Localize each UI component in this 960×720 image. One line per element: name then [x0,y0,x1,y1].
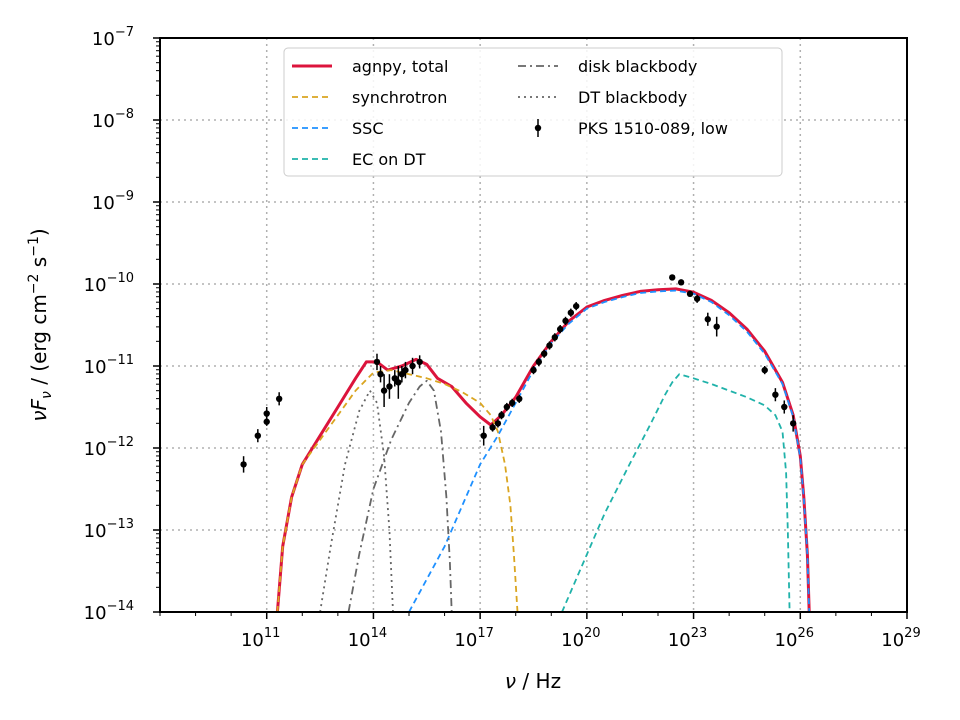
obs-point [556,325,564,333]
series-line-1 [276,369,519,612]
obs-point [263,418,270,425]
y-tick-label: 10−14 [84,599,134,624]
legend-entry-label: DT blackbody [578,88,687,107]
series-line-2 [408,289,811,612]
obs-point [254,432,262,439]
model-curves [275,287,811,612]
obs-point [240,461,247,468]
x-axis-label: ν / Hz [505,669,561,693]
obs-point [781,403,788,411]
axis-ticks [153,37,908,619]
series-line-0 [275,287,811,612]
obs-point [713,323,720,330]
obs-point [395,379,402,386]
obs-point [416,358,423,366]
y-tick-label: 10−10 [84,271,134,296]
legend-entry-label: EC on DT [352,150,426,169]
obs-point [704,316,711,323]
obs-point [409,362,416,370]
legend-box [283,47,783,177]
obs-point [669,274,676,281]
obs-point [772,391,779,398]
obs-point [572,302,580,310]
obs-point [551,334,559,341]
legend-swatch-marker [534,124,542,132]
y-tick-label: 10−7 [92,25,134,50]
obs-point [480,432,487,439]
obs-point [693,295,701,302]
obs-point [489,424,496,431]
obs-point [540,350,548,357]
x-tick-label: 1023 [668,626,707,651]
legend-entry-label: agnpy, total [352,57,448,76]
x-tick-label: 1014 [348,626,387,651]
obs-point [535,358,543,366]
x-tick-label: 1026 [775,626,814,651]
y-tick-label: 10−13 [84,517,134,542]
obs-point [546,342,553,349]
series-line-4 [347,379,453,612]
series-line-3 [561,373,791,612]
obs-point [503,403,511,411]
obs-point [677,279,685,286]
obs-point [402,366,409,374]
obs-point [567,309,575,316]
obs-point [377,371,384,378]
y-tick-label: 10−9 [92,189,134,214]
y-tick-label: 10−8 [92,107,134,132]
obs-point [508,399,516,407]
obs-point [275,395,283,402]
y-tick-label: 10−12 [84,435,134,460]
y-axis-label: νFν / (erg cm−2 s−1) [26,228,55,421]
x-tick-label: 1020 [561,626,600,651]
legend-entry-label: PKS 1510-089, low [578,119,728,138]
obs-point [562,317,569,325]
plot-frame [159,37,908,613]
obs-point [530,366,537,374]
obs-point [494,420,502,427]
obs-point [686,290,694,298]
legend-entry-label: disk blackbody [578,57,697,76]
obs-point [373,358,381,366]
tick-labels: 1011 1014 1017 1020 1023 1026 1029 10−14 10−13 10… [84,25,921,651]
obs-point [498,412,505,419]
legend: agnpy, total synchrotron SSC EC on DT disk b… [283,47,783,177]
legend-entry-label: SSC [352,119,383,138]
x-tick-label: 1017 [454,626,493,651]
obs-point [380,387,388,394]
obs-point [789,420,797,427]
x-tick-label: 1029 [881,626,920,651]
y-tick-label: 10−11 [84,353,134,378]
obs-point [263,410,270,417]
observation-points [240,274,797,473]
obs-point [516,395,523,402]
legend-entry-label: synchrotron [352,88,447,107]
obs-point [386,383,393,390]
x-tick-label: 1011 [241,626,280,651]
obs-point [761,366,768,374]
